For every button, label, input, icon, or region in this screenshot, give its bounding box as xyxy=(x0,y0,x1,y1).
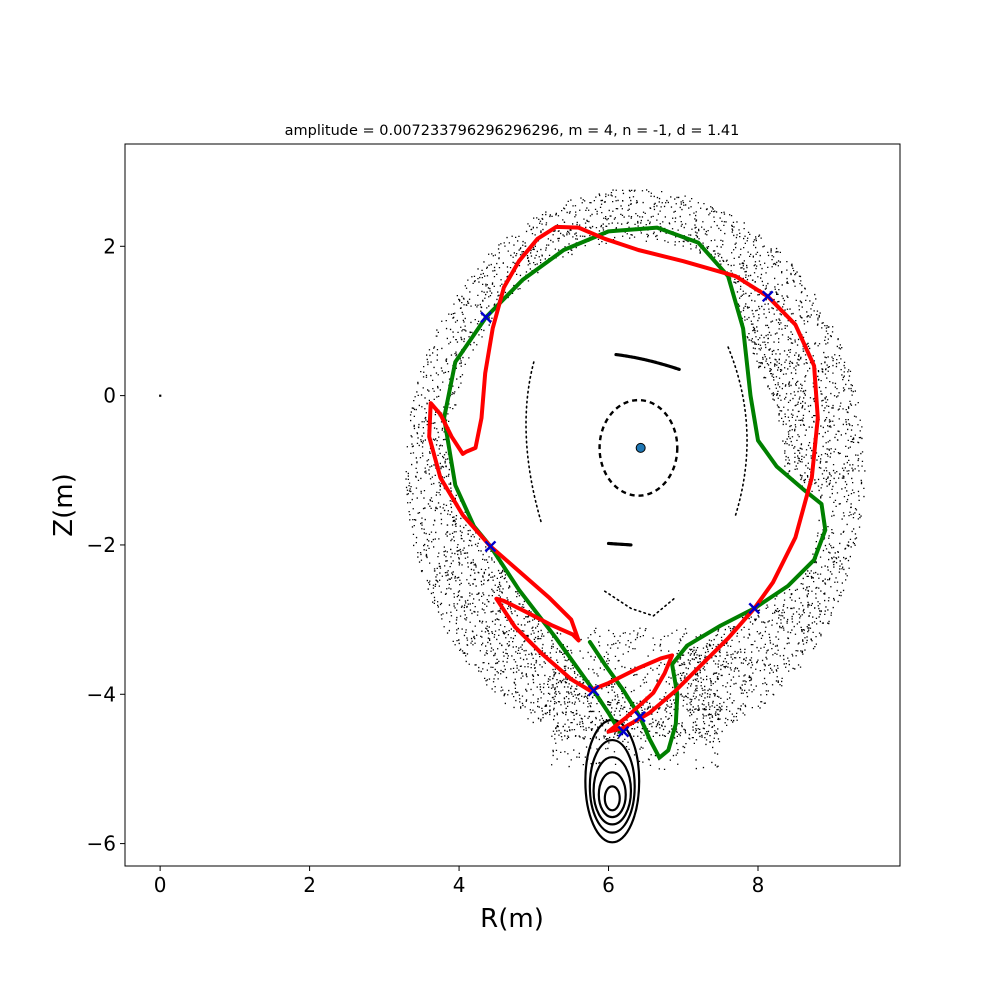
y-tick-label: −2 xyxy=(87,533,116,557)
lower-island-ring xyxy=(592,756,633,826)
y-tick-label: −4 xyxy=(87,682,116,706)
x-point-marker xyxy=(617,725,630,738)
chart-title: amplitude = 0.007233796296296296, m = 4,… xyxy=(285,123,740,139)
x-tick-label: 6 xyxy=(602,873,615,897)
x-point-marker xyxy=(748,602,761,615)
x-tick-label: 0 xyxy=(154,873,167,897)
x-point-marker xyxy=(480,311,492,324)
lower-island-ring xyxy=(588,738,636,834)
island-arc xyxy=(525,361,543,524)
y-axis-label: Z(m) xyxy=(49,473,79,536)
y-tick-label: 2 xyxy=(103,234,116,258)
x-point-marker xyxy=(587,684,600,697)
stable-manifold-line xyxy=(442,225,828,760)
lower-island-ring xyxy=(597,771,627,819)
y-tick-label: 0 xyxy=(103,384,116,408)
island-arc xyxy=(727,346,748,516)
x-point-marker xyxy=(634,710,646,723)
y-tick-label: −6 xyxy=(87,832,116,856)
x-point-marker xyxy=(761,290,774,303)
island-arc xyxy=(606,541,633,547)
magnetic-axis-marker xyxy=(635,442,646,453)
x-tick-label: 2 xyxy=(303,873,316,897)
plot-frame xyxy=(124,143,901,867)
x-axis-label: R(m) xyxy=(480,904,544,934)
island-arc xyxy=(603,590,677,617)
x-axis: 0 2 4 6 8 xyxy=(154,866,765,897)
island-arc xyxy=(614,352,682,372)
x-tick-label: 4 xyxy=(453,873,466,897)
lower-island-ring xyxy=(603,785,621,812)
x-tick-label: 8 xyxy=(752,873,765,897)
origin-point xyxy=(159,394,162,397)
y-axis: 2 0 −2 −4 −6 xyxy=(87,234,125,856)
inner-flux-surface xyxy=(598,398,679,497)
data-layer xyxy=(159,189,866,844)
x-point-marker xyxy=(484,540,497,553)
unstable-manifold-line xyxy=(427,224,820,734)
